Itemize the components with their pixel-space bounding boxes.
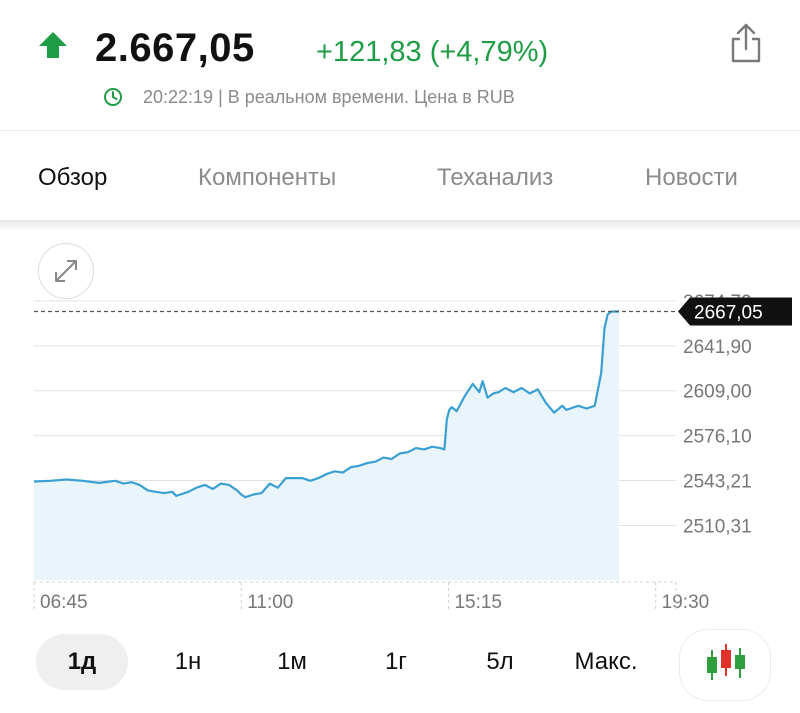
current-price-label: 2667,05 <box>694 303 763 324</box>
quote-change: +121,83 (+4,79%) <box>316 36 549 68</box>
range-1m-button[interactable]: 1м <box>277 648 307 675</box>
range-selector: 1д 1н 1м 1г 5л Макс. <box>0 630 800 700</box>
current-price-tag <box>678 297 792 326</box>
price-chart-svg: 2674,792641,902609,002576,102543,212510,… <box>33 292 792 613</box>
range-max-button[interactable]: Макс. <box>574 648 638 675</box>
share-icon[interactable] <box>728 22 764 64</box>
tab-bar: Обзор Компоненты Теханализ Новости <box>0 130 800 221</box>
price-line <box>33 310 620 499</box>
range-1d-button[interactable]: 1д <box>36 634 128 690</box>
x-tick-label: 19:30 <box>662 592 710 613</box>
tabs-divider <box>0 220 800 230</box>
y-tick-label: 2543,21 <box>683 472 752 493</box>
expand-icon[interactable] <box>38 243 94 299</box>
candlestick-icon[interactable] <box>680 630 770 700</box>
price-chart[interactable]: 2674,792641,902609,002576,102543,212510,… <box>0 230 800 620</box>
y-tick-label: 2576,10 <box>683 427 752 448</box>
price-area <box>34 311 620 580</box>
quote-meta: 20:22:19 | В реальном времени. Цена в RU… <box>103 85 515 109</box>
y-tick-label: 2510,31 <box>683 516 752 537</box>
x-tick-label: 11:00 <box>247 592 293 613</box>
y-tick-label: 2609,00 <box>683 382 752 403</box>
clock-icon <box>104 88 122 106</box>
x-tick-label: 06:45 <box>40 592 88 613</box>
y-tick-label: 2641,90 <box>683 337 752 358</box>
quote-price: 2.667,05 <box>95 26 255 70</box>
range-1y-button[interactable]: 1г <box>384 648 408 675</box>
range-5y-button[interactable]: 5л <box>486 648 514 675</box>
tab-components[interactable]: Компоненты <box>198 164 337 191</box>
arrow-up-icon <box>39 32 67 58</box>
x-tick-label: 15:15 <box>454 592 502 613</box>
tab-overview[interactable]: Обзор <box>38 164 108 191</box>
tab-news[interactable]: Новости <box>645 164 738 191</box>
quote-header: 2.667,05 +121,83 (+4,79%) 20:22:19 | В р… <box>0 0 800 130</box>
range-1w-button[interactable]: 1н <box>174 648 202 675</box>
tab-tech-analysis[interactable]: Теханализ <box>437 164 554 191</box>
quote-timestamp: 20:22:19 | В реальном времени. Цена в RU… <box>143 86 515 107</box>
